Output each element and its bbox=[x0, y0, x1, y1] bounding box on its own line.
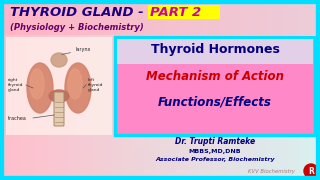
FancyBboxPatch shape bbox=[288, 0, 293, 180]
Ellipse shape bbox=[30, 69, 44, 99]
FancyBboxPatch shape bbox=[53, 0, 59, 180]
Text: left
thyroid
gland: left thyroid gland bbox=[88, 78, 103, 92]
FancyBboxPatch shape bbox=[219, 0, 224, 180]
FancyBboxPatch shape bbox=[192, 0, 197, 180]
FancyBboxPatch shape bbox=[155, 0, 160, 180]
Ellipse shape bbox=[68, 69, 82, 99]
FancyBboxPatch shape bbox=[171, 0, 176, 180]
Ellipse shape bbox=[27, 63, 53, 113]
FancyBboxPatch shape bbox=[117, 39, 313, 64]
FancyBboxPatch shape bbox=[187, 0, 192, 180]
FancyBboxPatch shape bbox=[117, 0, 123, 180]
FancyBboxPatch shape bbox=[181, 0, 187, 180]
Text: right
thyroid
gland: right thyroid gland bbox=[8, 78, 23, 92]
FancyBboxPatch shape bbox=[165, 0, 171, 180]
Text: KVV Biochemistry: KVV Biochemistry bbox=[248, 168, 295, 174]
FancyBboxPatch shape bbox=[21, 0, 27, 180]
Text: larynx: larynx bbox=[62, 48, 92, 54]
FancyBboxPatch shape bbox=[115, 37, 315, 135]
FancyBboxPatch shape bbox=[148, 5, 220, 19]
FancyBboxPatch shape bbox=[123, 0, 128, 180]
FancyBboxPatch shape bbox=[309, 0, 315, 180]
FancyBboxPatch shape bbox=[69, 0, 75, 180]
FancyBboxPatch shape bbox=[267, 0, 272, 180]
FancyBboxPatch shape bbox=[251, 0, 256, 180]
FancyBboxPatch shape bbox=[203, 0, 208, 180]
FancyBboxPatch shape bbox=[101, 0, 107, 180]
FancyBboxPatch shape bbox=[277, 0, 283, 180]
Text: trachea: trachea bbox=[8, 116, 27, 120]
FancyBboxPatch shape bbox=[91, 0, 96, 180]
FancyBboxPatch shape bbox=[6, 37, 112, 135]
FancyBboxPatch shape bbox=[272, 0, 277, 180]
FancyBboxPatch shape bbox=[240, 0, 245, 180]
FancyBboxPatch shape bbox=[293, 0, 299, 180]
FancyBboxPatch shape bbox=[5, 0, 11, 180]
FancyBboxPatch shape bbox=[48, 0, 53, 180]
FancyBboxPatch shape bbox=[107, 0, 112, 180]
FancyBboxPatch shape bbox=[176, 0, 181, 180]
FancyBboxPatch shape bbox=[315, 0, 320, 180]
FancyBboxPatch shape bbox=[11, 0, 16, 180]
FancyBboxPatch shape bbox=[75, 0, 80, 180]
FancyBboxPatch shape bbox=[128, 0, 133, 180]
FancyBboxPatch shape bbox=[160, 0, 165, 180]
Ellipse shape bbox=[65, 63, 91, 113]
FancyBboxPatch shape bbox=[304, 0, 309, 180]
Text: MBBS,MD,DNB: MBBS,MD,DNB bbox=[189, 148, 241, 154]
Text: Associate Professor, Biochemistry: Associate Professor, Biochemistry bbox=[155, 156, 275, 161]
FancyBboxPatch shape bbox=[283, 0, 288, 180]
Text: Thyroid Hormones: Thyroid Hormones bbox=[151, 44, 279, 57]
FancyBboxPatch shape bbox=[144, 0, 149, 180]
FancyBboxPatch shape bbox=[64, 0, 69, 180]
FancyBboxPatch shape bbox=[85, 0, 91, 180]
Circle shape bbox=[304, 164, 318, 178]
FancyBboxPatch shape bbox=[245, 0, 251, 180]
Text: PART 2: PART 2 bbox=[150, 6, 201, 19]
FancyBboxPatch shape bbox=[112, 0, 117, 180]
FancyBboxPatch shape bbox=[299, 0, 304, 180]
FancyBboxPatch shape bbox=[261, 0, 267, 180]
FancyBboxPatch shape bbox=[43, 0, 48, 180]
FancyBboxPatch shape bbox=[59, 0, 64, 180]
Text: Functions/Effects: Functions/Effects bbox=[158, 96, 272, 109]
FancyBboxPatch shape bbox=[37, 0, 43, 180]
Text: THYROID GLAND -: THYROID GLAND - bbox=[10, 6, 148, 19]
FancyBboxPatch shape bbox=[229, 0, 235, 180]
FancyBboxPatch shape bbox=[197, 0, 203, 180]
FancyBboxPatch shape bbox=[80, 0, 85, 180]
FancyBboxPatch shape bbox=[139, 0, 144, 180]
FancyBboxPatch shape bbox=[54, 92, 64, 126]
Text: Mechanism of Action: Mechanism of Action bbox=[146, 71, 284, 84]
FancyBboxPatch shape bbox=[96, 0, 101, 180]
FancyBboxPatch shape bbox=[235, 0, 240, 180]
FancyBboxPatch shape bbox=[213, 0, 219, 180]
FancyBboxPatch shape bbox=[149, 0, 155, 180]
FancyBboxPatch shape bbox=[16, 0, 21, 180]
FancyBboxPatch shape bbox=[224, 0, 229, 180]
Text: R: R bbox=[308, 166, 314, 176]
FancyBboxPatch shape bbox=[208, 0, 213, 180]
Ellipse shape bbox=[51, 53, 67, 67]
FancyBboxPatch shape bbox=[32, 0, 37, 180]
FancyBboxPatch shape bbox=[133, 0, 139, 180]
FancyBboxPatch shape bbox=[0, 0, 5, 180]
Ellipse shape bbox=[49, 90, 69, 102]
FancyBboxPatch shape bbox=[27, 0, 32, 180]
FancyBboxPatch shape bbox=[256, 0, 261, 180]
Text: Dr. Trupti Ramteke: Dr. Trupti Ramteke bbox=[175, 138, 255, 147]
FancyBboxPatch shape bbox=[4, 4, 316, 35]
Text: (Physiology + Biochemistry): (Physiology + Biochemistry) bbox=[10, 22, 144, 32]
